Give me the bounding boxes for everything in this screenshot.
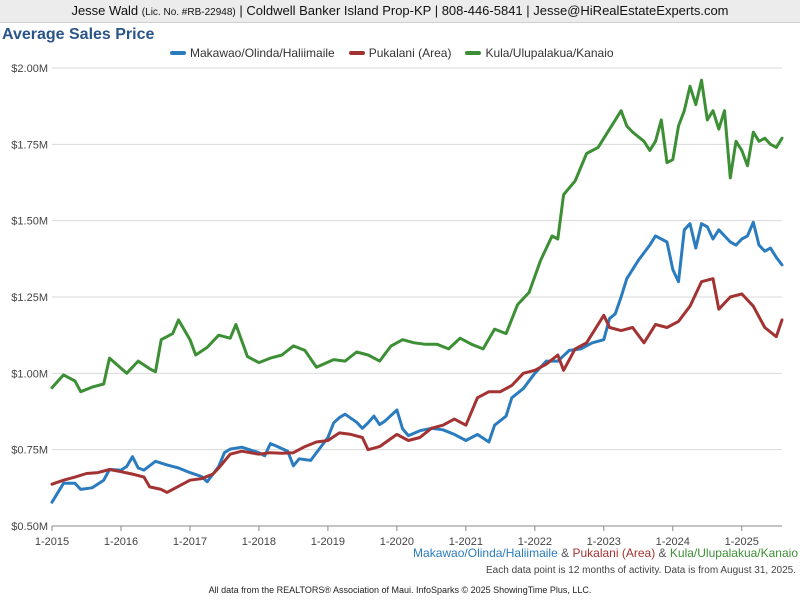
y-tick-label: $1.75M bbox=[11, 139, 48, 151]
source-footnote: All data from the REALTORS® Association … bbox=[208, 585, 592, 595]
series-note-amp-1: & bbox=[561, 546, 570, 560]
series-note: Makawao/Olinda/Haliimaile & Pukalani (Ar… bbox=[413, 546, 798, 560]
y-tick-label: $1.00M bbox=[11, 368, 48, 380]
x-tick-label: 1-2022 bbox=[518, 536, 552, 548]
x-tick-label: 1-2015 bbox=[35, 536, 69, 548]
legend-label: Kula/Ulupalakua/Kanaio bbox=[485, 46, 614, 60]
series-note-label-0: Makawao/Olinda/Haliimaile bbox=[413, 546, 558, 560]
series-note-amp-2: & bbox=[658, 546, 667, 560]
series-note-label-2: Kula/Ulupalakua/Kanaio bbox=[669, 546, 798, 560]
agent-header-bar: Jesse Wald (Lic. No. #RB-22948) | Coldwe… bbox=[0, 0, 800, 23]
legend-item-2[interactable]: Kula/Ulupalakua/Kanaio bbox=[465, 44, 614, 62]
x-tick-label: 1-2023 bbox=[587, 536, 621, 548]
y-tick-label: $1.25M bbox=[11, 292, 48, 304]
x-tick-label: 1-2019 bbox=[311, 536, 345, 548]
legend-swatch bbox=[170, 50, 186, 55]
y-tick-label: $0.50M bbox=[11, 521, 48, 533]
x-tick-label: 1-2025 bbox=[725, 536, 759, 548]
legend-swatch bbox=[465, 50, 482, 55]
series-line-0 bbox=[50, 220, 784, 504]
activity-note: Each data point is 12 months of activity… bbox=[486, 565, 796, 576]
y-tick-label: $2.00M bbox=[11, 63, 48, 75]
agent-contact: | Coldwell Banker Island Prop-KP | 808-4… bbox=[239, 3, 729, 18]
x-tick-label: 1-2016 bbox=[104, 536, 138, 548]
x-tick-label: 1-2021 bbox=[449, 536, 483, 548]
agent-name: Jesse Wald bbox=[71, 3, 139, 18]
legend-item-1[interactable]: Pukalani (Area) bbox=[348, 44, 452, 62]
agent-license: (Lic. No. #RB-22948) bbox=[141, 7, 236, 18]
x-tick-label: 1-2018 bbox=[242, 536, 276, 548]
series-note-label-1: Pukalani (Area) bbox=[572, 546, 656, 560]
series-line-2 bbox=[50, 78, 784, 394]
legend-item-0[interactable]: Makawao/Olinda/Haliimaile bbox=[170, 44, 335, 62]
series-line-1 bbox=[50, 277, 784, 494]
legend-swatch bbox=[348, 50, 365, 55]
legend-label: Pukalani (Area) bbox=[368, 46, 452, 60]
x-tick-label: 1-2024 bbox=[656, 536, 690, 548]
x-tick-label: 1-2017 bbox=[173, 536, 207, 548]
chart-title: Average Sales Price bbox=[2, 26, 155, 43]
x-tick-label: 1-2020 bbox=[380, 536, 414, 548]
legend-label: Makawao/Olinda/Haliimaile bbox=[190, 46, 335, 60]
y-tick-label: $0.75M bbox=[11, 445, 48, 457]
chart-legend: Makawao/Olinda/Haliimaile Pukalani (Area)… bbox=[170, 44, 650, 62]
y-tick-label: $1.50M bbox=[11, 216, 48, 228]
